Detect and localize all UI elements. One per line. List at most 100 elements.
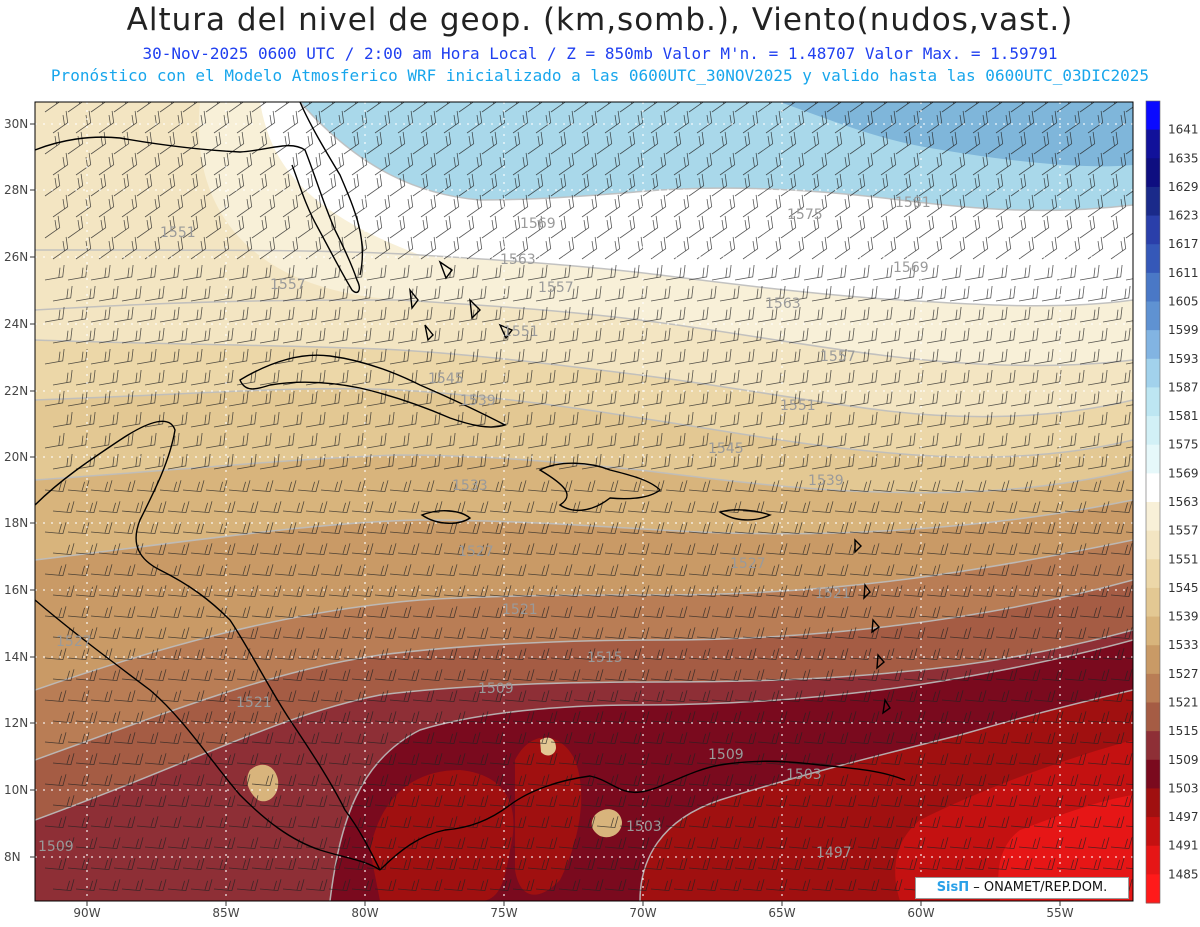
longitude-axis: 90W 85W 80W 75W 70W 65W 60W 55W xyxy=(73,901,1074,920)
contour-label: 1545 xyxy=(428,371,464,387)
colorbar-swatch xyxy=(1146,530,1160,560)
colorbar-label: 1641 xyxy=(1168,123,1199,137)
contour-label: 1503 xyxy=(626,819,662,835)
contour-label: 1509 xyxy=(478,681,514,697)
lat-label: 10N xyxy=(4,783,28,797)
lon-label: 65W xyxy=(768,906,795,920)
sispi-logo: SisΠ xyxy=(936,880,970,895)
lon-label: 75W xyxy=(490,906,517,920)
lon-label: 80W xyxy=(351,906,378,920)
colorbar-label: 1539 xyxy=(1168,610,1199,624)
colorbar-label: 1485 xyxy=(1168,867,1199,881)
colorbar-swatch xyxy=(1146,358,1160,388)
colorbar-swatch xyxy=(1146,473,1160,503)
colorbar-label: 1551 xyxy=(1168,552,1199,566)
coastlines xyxy=(35,102,906,871)
colorbar: 1641 1635 1629 1623 1617 1611 1605 1599 1593 1587… xyxy=(1145,100,1199,904)
contour-label: 1521 xyxy=(815,586,851,602)
colorbar-swatch xyxy=(1146,559,1160,589)
colorbar-label: 1605 xyxy=(1168,295,1199,309)
colorbar-label: 1593 xyxy=(1168,352,1199,366)
colorbar-swatch xyxy=(1146,759,1160,789)
colorbar-label: 1581 xyxy=(1168,409,1199,423)
contour-label: 1509 xyxy=(708,747,744,763)
colorbar-label: 1617 xyxy=(1168,237,1199,251)
lon-label: 55W xyxy=(1046,906,1073,920)
colorbar-swatch xyxy=(1146,330,1160,360)
contour-label: 1557 xyxy=(820,349,856,365)
colorbar-swatch xyxy=(1146,502,1160,532)
colorbar-swatch xyxy=(1146,645,1160,675)
colorbar-label: 1623 xyxy=(1168,209,1199,223)
lon-label: 85W xyxy=(212,906,239,920)
colorbar-label: 1491 xyxy=(1168,839,1199,853)
colorbar-label: 1569 xyxy=(1168,466,1199,480)
map-subtitle-model: Pronóstico con el Modelo Atmosferico WRF… xyxy=(50,66,1150,85)
colorbar-label: 1611 xyxy=(1168,266,1199,280)
lat-label: 16N xyxy=(4,583,28,597)
colorbar-label: 1497 xyxy=(1168,810,1199,824)
contour-label: 1551 xyxy=(780,398,816,414)
colorbar-label: 1515 xyxy=(1168,724,1199,738)
latitude-axis: 30N 28N 26N 24N 22N 20N 18N 16N 14N 12N 10N 8N xyxy=(4,117,35,864)
contour-label: 1539 xyxy=(460,393,496,409)
contour-label: 1521 xyxy=(236,695,272,711)
contour-label: 1581 xyxy=(895,195,931,211)
contour-label: 1569 xyxy=(893,260,929,276)
colorbar-swatch xyxy=(1146,587,1160,618)
colorbar-swatch xyxy=(1146,244,1160,274)
colorbar-swatch xyxy=(1146,673,1160,703)
contour-label: 1545 xyxy=(708,441,744,457)
lat-label: 26N xyxy=(4,250,28,264)
map-title: Altura del nivel de geop. (km,somb.), Vi… xyxy=(126,2,1074,38)
lat-label: 22N xyxy=(4,384,28,398)
colorbar-swatch xyxy=(1146,845,1160,875)
contour-label: 1569 xyxy=(520,216,556,232)
colorbar-label: 1509 xyxy=(1168,753,1199,767)
org-label: – ONAMET/REP.DOM. xyxy=(973,880,1108,895)
colorbar-swatch xyxy=(1146,788,1160,818)
lat-label: 24N xyxy=(4,317,28,331)
colorbar-swatch xyxy=(1146,101,1160,131)
lat-label: 28N xyxy=(4,183,28,197)
contour-label: 1503 xyxy=(786,767,822,783)
colorbar-swatch xyxy=(1146,129,1160,159)
contour-label: 1551 xyxy=(160,225,196,241)
contour-label: 1557 xyxy=(538,280,574,296)
colorbar-label: 1521 xyxy=(1168,696,1199,710)
colorbar-label: 1575 xyxy=(1168,438,1199,452)
colorbar-label: 1503 xyxy=(1168,781,1199,795)
lat-label: 8N xyxy=(4,850,21,864)
colorbar-swatch xyxy=(1146,158,1160,188)
map-subtitle-time: 30-Nov-2025 0600 UTC / 2:00 am Hora Loca… xyxy=(142,44,1058,63)
contour-label: 1563 xyxy=(500,252,536,268)
lat-label: 30N xyxy=(4,117,28,131)
colorbar-swatch xyxy=(1146,616,1160,646)
contour-label: 1551 xyxy=(503,324,539,340)
colorbar-label: 1599 xyxy=(1168,323,1199,337)
contour-label: 1509 xyxy=(38,839,74,855)
contour-label: 1521 xyxy=(502,602,538,618)
colorbar-swatch xyxy=(1146,444,1160,474)
colorbar-label: 1527 xyxy=(1168,667,1199,681)
lat-label: 18N xyxy=(4,516,28,530)
colorbar-swatch xyxy=(1146,702,1160,732)
contour-label: 1497 xyxy=(816,845,852,861)
contour-label: 1527 xyxy=(730,556,766,572)
source-badge: SisΠ – ONAMET/REP.DOM. xyxy=(915,877,1129,899)
colorbar-swatch xyxy=(1146,387,1160,417)
lon-label: 60W xyxy=(907,906,934,920)
colorbar-swatch xyxy=(1146,272,1160,302)
lon-label: 90W xyxy=(73,906,100,920)
colorbar-swatch xyxy=(1146,817,1160,847)
contour-label: 1515 xyxy=(587,650,623,666)
colorbar-label: 1557 xyxy=(1168,524,1199,538)
contour-label: 1575 xyxy=(787,207,823,223)
colorbar-label: 1587 xyxy=(1168,380,1199,394)
colorbar-swatch xyxy=(1146,874,1160,904)
lat-label: 14N xyxy=(4,650,28,664)
wind-barbs xyxy=(44,102,1133,892)
